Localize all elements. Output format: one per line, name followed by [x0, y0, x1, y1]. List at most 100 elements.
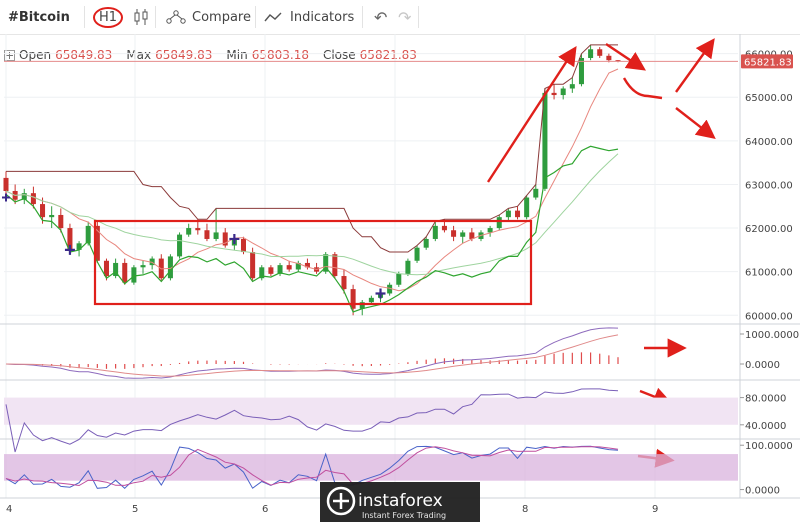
redo-button[interactable]: ↷ [398, 0, 411, 34]
price-tick-label: 63000.00 [745, 180, 793, 191]
candle-body [588, 49, 594, 58]
toolbar-divider [84, 6, 85, 28]
signal-cross-marker [2, 193, 10, 202]
watermark-logo-icon [326, 486, 356, 516]
candle-body [286, 265, 292, 270]
max-label: Max [126, 48, 152, 62]
moving-average-slow [5, 153, 619, 276]
arrow-up-target [675, 38, 715, 93]
candle-body [569, 84, 575, 89]
undo-icon: ↶ [374, 7, 388, 27]
candle-body [323, 254, 329, 272]
rsi-line [5, 388, 619, 453]
time-axis-label: 5 [132, 504, 138, 515]
consolidation-box [93, 219, 533, 306]
candle-body [30, 193, 36, 205]
candle-body [332, 254, 338, 277]
candle-body [240, 238, 247, 253]
candle-body [441, 225, 447, 231]
indicator-tick-label: 0.0000 [745, 360, 780, 371]
interval-label: H1 [93, 6, 124, 28]
candle-body [487, 228, 493, 233]
candle-body [341, 276, 347, 290]
candle-body [505, 210, 511, 218]
price-chart[interactable]: 66000.0065000.0064000.0063000.0062000.00… [0, 34, 800, 522]
indicators-label: Indicators [290, 9, 355, 25]
toolbar-divider [155, 6, 156, 28]
candle-body [67, 228, 73, 250]
toolbar: #Bitcoin H1 Compare Indicators ↶ ↷ [0, 0, 800, 35]
candle-body [423, 238, 429, 248]
toolbar-divider [362, 6, 363, 28]
signal-cross-marker [64, 244, 75, 255]
candle-body [533, 188, 539, 198]
candle-body [405, 260, 411, 274]
candle-body [277, 265, 283, 274]
candle-body [167, 256, 173, 279]
interval-selector[interactable]: H1 [93, 0, 124, 34]
candle-body [204, 230, 210, 239]
candle-body [3, 177, 9, 191]
watermark-tagline: Instant Forex Trading [362, 511, 446, 520]
price-tick-label: 64000.00 [745, 137, 793, 148]
undo-button[interactable]: ↶ [374, 0, 387, 34]
indicators-button[interactable]: Indicators [264, 0, 354, 34]
candle-body [177, 234, 183, 257]
price-tick-label: 65000.00 [745, 93, 793, 104]
min-label: Min [226, 48, 248, 62]
candle-body [414, 247, 420, 261]
candle-body [524, 197, 530, 218]
candle-body [58, 214, 64, 229]
watermark-logo-icon [333, 493, 349, 509]
price-tick-label: 62000.00 [745, 224, 793, 235]
time-axis-label: 6 [262, 504, 268, 515]
candle-body [195, 228, 201, 231]
candle-body [85, 225, 91, 244]
last-price-badge [741, 54, 793, 69]
candle-body [222, 232, 228, 246]
candle-body [560, 88, 566, 96]
ohlc-legend: Open 65849.83 Max 65849.83 Min 65803.18 … [4, 45, 427, 65]
indicators-icon [264, 12, 282, 22]
candle-body [21, 193, 27, 200]
arrow-up-breakout [486, 45, 577, 183]
compare-button[interactable]: Compare [166, 0, 251, 34]
candle-body [496, 217, 502, 229]
candle-body [615, 60, 621, 62]
legend-toggle-icon[interactable] [4, 49, 15, 61]
price-tick-label: 60000.00 [745, 311, 793, 322]
candle-body [451, 230, 457, 237]
arrow-curve-segment [622, 77, 663, 100]
chart-type-button[interactable] [133, 0, 149, 34]
candle-body [387, 284, 393, 294]
open-label: Open [19, 48, 52, 62]
last-price-label: 65821.83 [744, 57, 792, 68]
candle-body [597, 49, 603, 56]
candle-body [186, 228, 192, 235]
symbol-label[interactable]: #Bitcoin [8, 9, 70, 25]
candle-body [94, 225, 100, 261]
candle-body [131, 267, 137, 283]
close-label: Close [322, 48, 356, 62]
candle-body [76, 243, 82, 250]
candle-body [268, 267, 274, 274]
rsi-band [4, 397, 738, 425]
candle-body [49, 214, 55, 218]
candle-body [469, 232, 475, 239]
compare-icon [166, 10, 186, 24]
time-axis-label: 9 [652, 504, 658, 515]
price-tick-label: 61000.00 [745, 268, 793, 279]
candle-body [113, 262, 119, 277]
candle-body [140, 265, 146, 268]
candle-body [213, 232, 219, 239]
max-value: 65849.83 [155, 48, 213, 62]
watermark-brand: instaforex [358, 491, 443, 511]
close-value: 65821.83 [359, 48, 417, 62]
indicator-tick-label: 40.0000 [745, 421, 786, 432]
toolbar-divider [418, 6, 419, 28]
moving-average-fast [5, 68, 619, 292]
candle-body [122, 262, 128, 283]
open-value: 65849.83 [55, 48, 113, 62]
indicator-tick-label: 0.0000 [745, 486, 780, 497]
macd-signal-line [5, 334, 619, 377]
